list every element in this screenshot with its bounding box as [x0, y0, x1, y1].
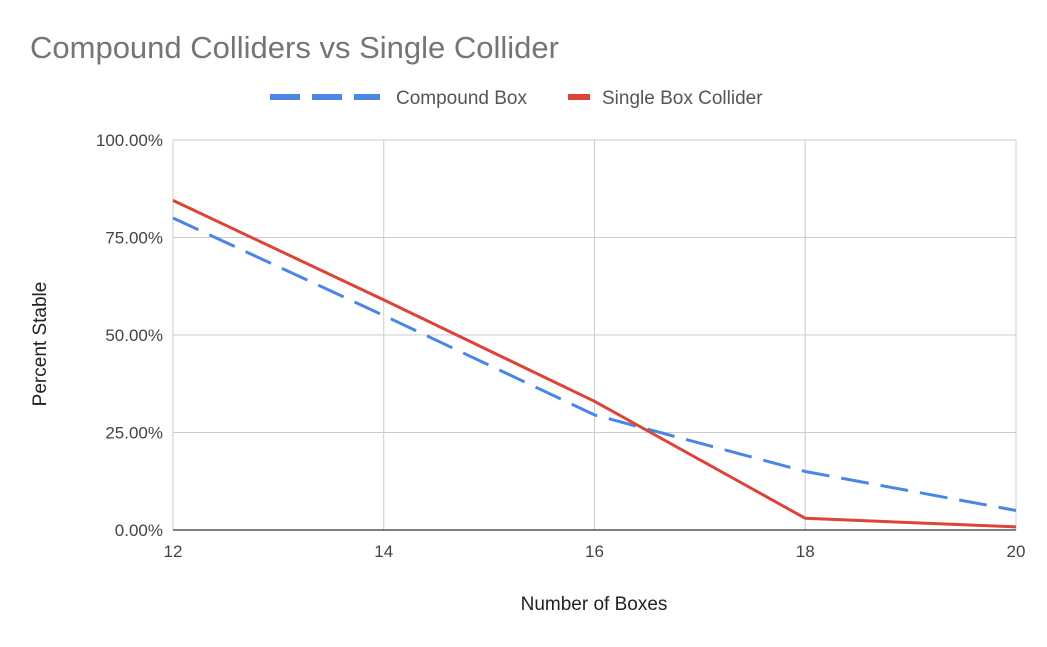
x-tick-label: 20: [1007, 542, 1026, 561]
y-tick-label: 25.00%: [105, 424, 163, 443]
x-tick-label: 14: [374, 542, 393, 561]
series-layer: [172, 199, 1017, 529]
x-tick-label: 18: [796, 542, 815, 561]
y-tick-label: 50.00%: [105, 326, 163, 345]
legend: Compound Box Single Box Collider: [270, 88, 763, 109]
legend-label-single-box-collider: Single Box Collider: [602, 88, 763, 109]
chart-title: Compound Colliders vs Single Collider: [30, 30, 559, 65]
gridlines: [172, 139, 1017, 531]
x-axis-title: Number of Boxes: [521, 594, 668, 615]
series-line-compound-box: [172, 216, 1017, 512]
x-axis-tick-labels: 12 14 16 18 20: [164, 542, 1026, 561]
y-tick-label: 75.00%: [105, 229, 163, 248]
x-tick-label: 16: [585, 542, 604, 561]
y-tick-label: 100.00%: [96, 131, 163, 150]
y-tick-label: 0.00%: [115, 521, 163, 540]
series-line-single-box-collider: [172, 199, 1017, 529]
y-axis-title: Percent Stable: [30, 282, 51, 407]
legend-label-compound-box: Compound Box: [396, 88, 527, 109]
y-axis-tick-labels: 0.00% 25.00% 50.00% 75.00% 100.00%: [96, 131, 163, 540]
x-tick-label: 12: [164, 542, 183, 561]
